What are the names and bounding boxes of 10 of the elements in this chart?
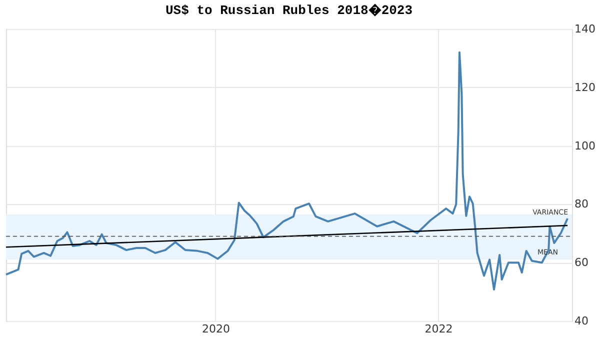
x-tick-label: 2020 xyxy=(202,322,230,336)
y-tick-label: 60 xyxy=(574,256,588,270)
line-series xyxy=(5,51,569,290)
y-tick-label: 80 xyxy=(574,198,588,211)
y-tick-label: 120 xyxy=(574,80,596,94)
y-tick-label: 140 xyxy=(574,22,596,36)
y-tick-label: 40 xyxy=(574,314,588,328)
x-tick-label: 2022 xyxy=(424,322,453,336)
y-tick-label: 100 xyxy=(574,139,596,152)
chart-title: US$ to Russian Rubles 2018�2023 xyxy=(165,3,413,18)
